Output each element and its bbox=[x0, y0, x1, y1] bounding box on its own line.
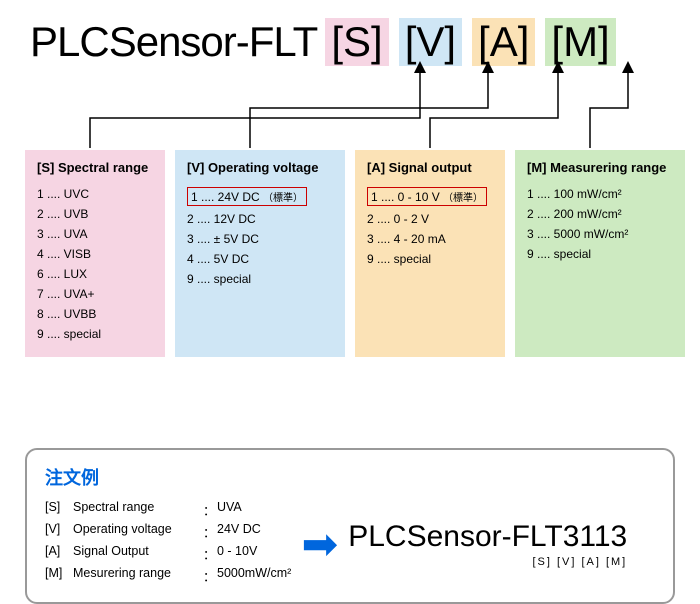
panel-item: 2 .... 200 mW/cm² bbox=[527, 207, 673, 221]
example-result: PLCSensor-FLT3113 bbox=[348, 520, 627, 554]
panel-item: 1 .... 100 mW/cm² bbox=[527, 187, 673, 201]
panel-v: [V] Operating voltage 1 .... 24V DC （標準） 2… bbox=[175, 150, 345, 357]
bracket-group: [S][V][A][M] bbox=[325, 18, 615, 66]
panel-item: 7 .... UVA+ bbox=[37, 287, 153, 301]
panel-item: 1 .... 24V DC （標準） bbox=[187, 187, 333, 206]
example-row: [V]Operating voltage：24V DC bbox=[45, 522, 291, 541]
example-spec-list: [S]Spectral range：UVA [V]Operating voltag… bbox=[45, 500, 291, 588]
panel-item: 3 .... 5000 mW/cm² bbox=[527, 227, 673, 241]
panel-title: [M] Measurering range bbox=[527, 160, 673, 175]
panel-item: 2 .... 12V DC bbox=[187, 212, 333, 226]
panel-item: 4 .... 5V DC bbox=[187, 252, 333, 266]
panel-item: 3 .... 4 - 20 mA bbox=[367, 232, 493, 246]
bracket-v: [V] bbox=[399, 18, 462, 66]
panel-item: 9 .... special bbox=[367, 252, 493, 266]
example-row: [A]Signal Output：0 - 10V bbox=[45, 544, 291, 563]
example-result-sub: [S] [V] [A] [M] bbox=[348, 556, 627, 568]
product-title-row: PLCSensor-FLT [S][V][A][M] bbox=[30, 18, 616, 66]
panel-item: 1 .... UVC bbox=[37, 187, 153, 201]
panel-item: 2 .... 0 - 2 V bbox=[367, 212, 493, 226]
options-panels: [S] Spectral range 1 .... UVC 2 .... UVB 3 … bbox=[25, 150, 685, 357]
example-result-block: PLCSensor-FLT3113 [S] [V] [A] [M] bbox=[348, 520, 627, 568]
panel-item: 3 .... ± 5V DC bbox=[187, 232, 333, 246]
panel-item: 3 .... UVA bbox=[37, 227, 153, 241]
panel-item: 9 .... special bbox=[37, 327, 153, 341]
panel-title: [A] Signal output bbox=[367, 160, 493, 175]
bracket-m: [M] bbox=[545, 18, 615, 66]
panel-a: [A] Signal output 1 .... 0 - 10 V （標準） 2 .… bbox=[355, 150, 505, 357]
panel-item: 9 .... special bbox=[187, 272, 333, 286]
panel-title: [V] Operating voltage bbox=[187, 160, 333, 175]
bracket-a: [A] bbox=[472, 18, 535, 66]
example-title: 注文例 bbox=[45, 464, 655, 490]
arrow-icon: ➡ bbox=[301, 519, 338, 570]
panel-title: [S] Spectral range bbox=[37, 160, 153, 175]
example-row: [M]Mesurering range：5000mW/cm² bbox=[45, 566, 291, 585]
panel-item: 8 .... UVBB bbox=[37, 307, 153, 321]
panel-item: 6 .... LUX bbox=[37, 267, 153, 281]
panel-item: 1 .... 0 - 10 V （標準） bbox=[367, 187, 493, 206]
panel-m: [M] Measurering range 1 .... 100 mW/cm² 2 … bbox=[515, 150, 685, 357]
example-body: [S]Spectral range：UVA [V]Operating voltag… bbox=[45, 500, 655, 588]
example-box: 注文例 [S]Spectral range：UVA [V]Operating vo… bbox=[25, 448, 675, 604]
product-name: PLCSensor-FLT bbox=[30, 18, 317, 66]
example-row: [S]Spectral range：UVA bbox=[45, 500, 291, 519]
panel-item: 9 .... special bbox=[527, 247, 673, 261]
panel-s: [S] Spectral range 1 .... UVC 2 .... UVB 3 … bbox=[25, 150, 165, 357]
bracket-s: [S] bbox=[325, 18, 388, 66]
panel-item: 2 .... UVB bbox=[37, 207, 153, 221]
panel-item: 4 .... VISB bbox=[37, 247, 153, 261]
